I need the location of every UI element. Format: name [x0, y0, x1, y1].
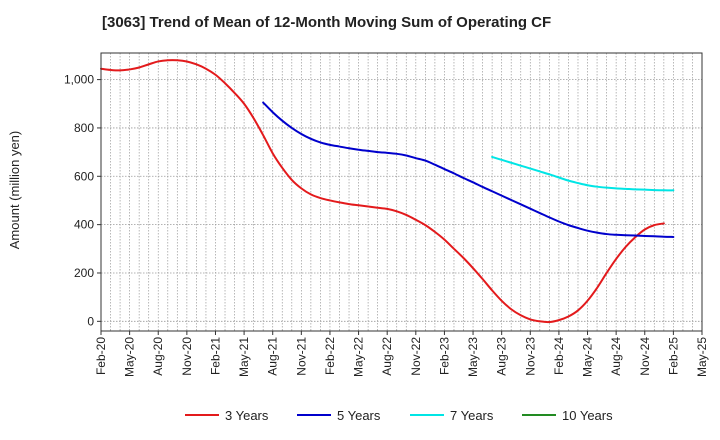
- x-tick-label: Aug-20: [151, 337, 165, 376]
- x-tick-label: Nov-20: [180, 337, 194, 376]
- y-tick-label: 0: [87, 314, 94, 328]
- chart-title: [3063] Trend of Mean of 12-Month Moving …: [102, 14, 551, 31]
- x-tick-label: Feb-25: [666, 337, 680, 375]
- series-line-5-years: [262, 101, 675, 238]
- x-tick-label: May-20: [123, 337, 137, 377]
- x-tick-label: May-24: [581, 337, 595, 377]
- plot-area: [101, 53, 702, 331]
- legend: 3 Years 5 Years 7 Years 10 Years: [185, 408, 613, 423]
- grid: [100, 53, 703, 331]
- y-tick-label: 800: [74, 121, 94, 135]
- x-tick-label: May-22: [352, 337, 366, 377]
- y-tick-label: 600: [74, 169, 94, 183]
- x-tick-label: Aug-22: [380, 337, 394, 376]
- x-tick-label: Aug-23: [495, 337, 509, 376]
- series-line-3-years: [100, 59, 665, 324]
- x-tick-label: May-25: [695, 337, 709, 377]
- series-line-7-years: [491, 155, 675, 192]
- legend-label-3-years: 3 Years: [225, 408, 269, 423]
- x-tick-label: Feb-21: [208, 337, 222, 375]
- series-layer: [100, 59, 675, 324]
- y-tick-label: 400: [74, 218, 94, 232]
- x-tick-label: Feb-23: [437, 337, 451, 375]
- x-tick-label: Feb-24: [552, 337, 566, 375]
- x-axis: Feb-20 May-20 Aug-20 Nov-20 Feb-21 May-21 Aug-…: [94, 331, 709, 377]
- x-tick-label: Nov-22: [409, 337, 423, 376]
- legend-label-5-years: 5 Years: [337, 408, 381, 423]
- legend-label-10-years: 10 Years: [562, 408, 613, 423]
- plot-frame: [100, 52, 703, 332]
- x-tick-label: Nov-23: [523, 337, 537, 376]
- y-tick-label: 200: [74, 266, 94, 280]
- legend-label-7-years: 7 Years: [450, 408, 494, 423]
- x-tick-label: Aug-24: [609, 337, 623, 376]
- x-tick-label: Nov-21: [294, 337, 308, 376]
- x-tick-label: Feb-20: [94, 337, 108, 375]
- x-tick-label: May-23: [466, 337, 480, 377]
- x-tick-label: Aug-21: [266, 337, 280, 376]
- x-tick-label: May-21: [237, 337, 251, 377]
- y-axis: 0 200 400 600 800 1,000: [64, 73, 101, 328]
- y-axis-label: Amount (million yen): [7, 131, 22, 250]
- y-tick-label: 1,000: [64, 73, 94, 87]
- x-tick-label: Feb-22: [323, 337, 337, 375]
- x-tick-label: Nov-24: [638, 337, 652, 376]
